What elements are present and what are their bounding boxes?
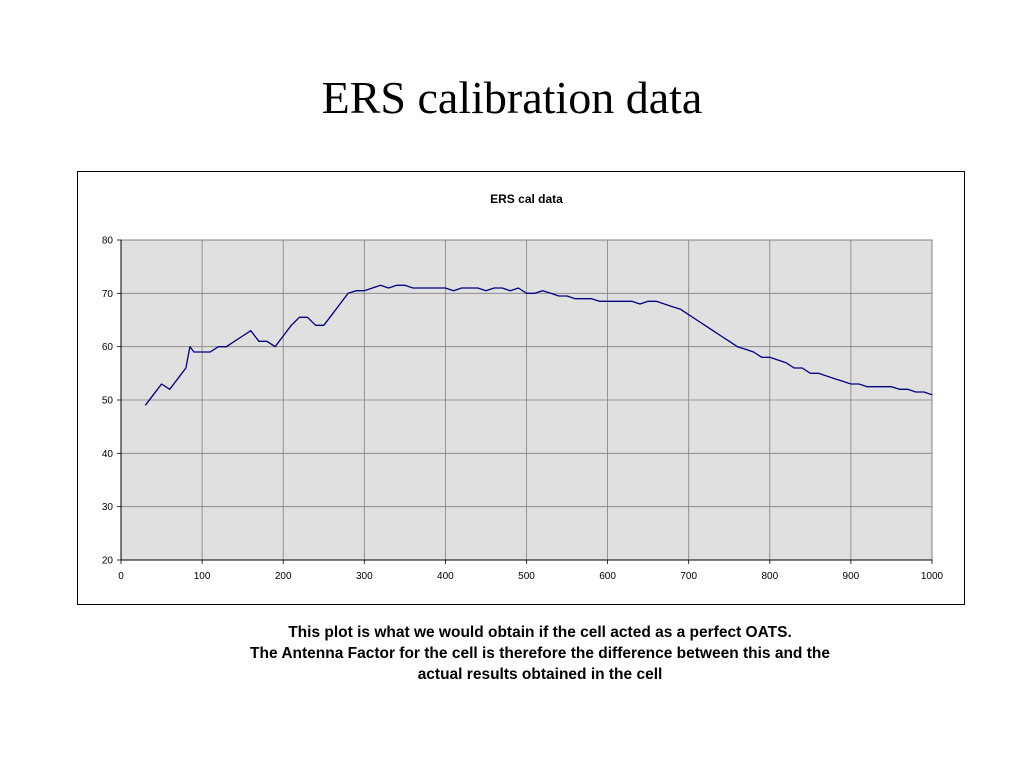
y-tick-label: 40	[102, 449, 114, 460]
x-tick-label: 900	[843, 571, 860, 582]
x-tick-label: 200	[275, 571, 292, 582]
x-tick-label: 500	[518, 571, 535, 582]
y-tick-label: 30	[102, 502, 114, 513]
x-tick-label: 1000	[921, 571, 944, 582]
y-tick-label: 70	[102, 289, 114, 300]
chart-frame: ERS cal data 20 30 40 50 60 70 80 0 100 200 300 400 5…	[77, 171, 965, 605]
x-tick-label: 100	[194, 571, 211, 582]
x-tick-label: 700	[680, 571, 697, 582]
caption-line-2: The Antenna Factor for the cell is there…	[250, 645, 830, 662]
slide-title: ERS calibration data	[321, 72, 703, 123]
series-line-1	[144, 284, 933, 406]
x-tick-label: 800	[761, 571, 778, 582]
y-tick-label: 50	[102, 396, 114, 407]
x-tick-label: 600	[599, 571, 616, 582]
x-tick-label: 0	[118, 571, 124, 582]
y-tick-label: 20	[102, 556, 114, 567]
y-tick-label: 80	[102, 236, 114, 247]
caption-line-3: actual results obtained in the cell	[417, 666, 663, 683]
x-tick-label: 400	[437, 571, 454, 582]
x-tick-label: 300	[356, 571, 373, 582]
chart-title: ERS cal data	[490, 192, 563, 206]
caption: This plot is what we would obtain if the…	[200, 622, 880, 685]
caption-line-1: This plot is what we would obtain if the…	[288, 624, 792, 641]
y-tick-label: 60	[102, 342, 114, 353]
